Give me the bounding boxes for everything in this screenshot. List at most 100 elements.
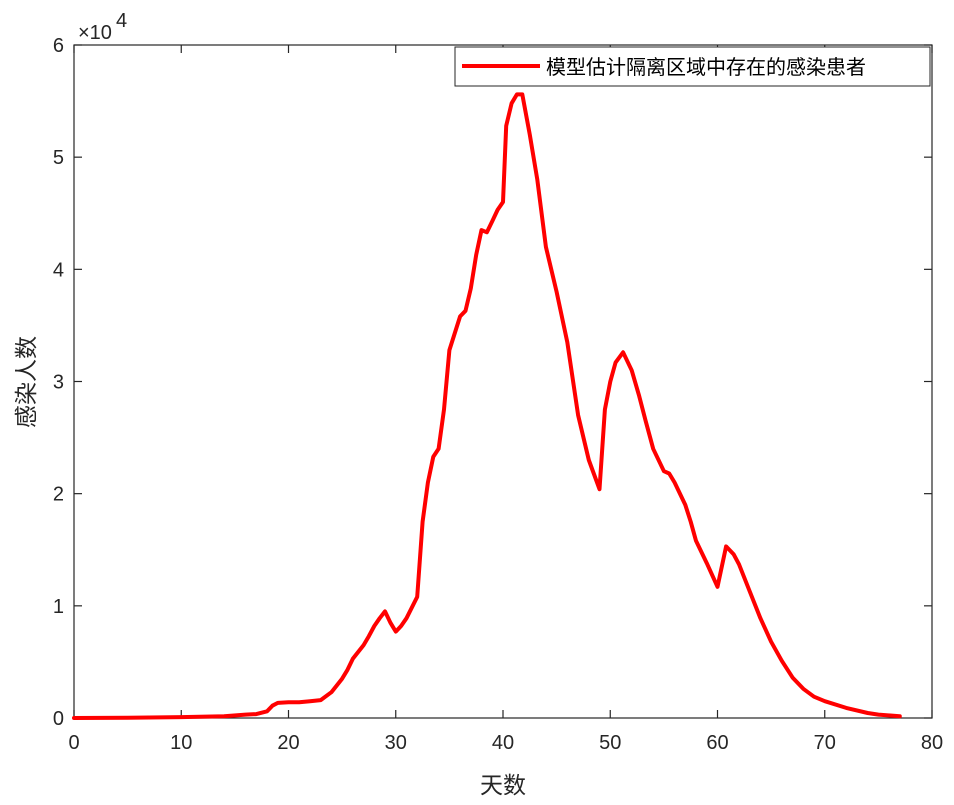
data-point [898, 715, 901, 718]
data-point [521, 93, 524, 96]
data-point [464, 309, 467, 312]
data-point [614, 361, 617, 364]
x-tick-label: 30 [385, 732, 407, 754]
data-point [126, 716, 129, 719]
x-axis-title: 天数 [480, 773, 526, 799]
data-point [319, 699, 322, 702]
data-point [485, 231, 488, 234]
data-point [298, 701, 301, 704]
data-point [587, 459, 590, 462]
data-point [351, 657, 354, 660]
x-tick-label: 20 [277, 732, 299, 754]
data-point [180, 716, 183, 719]
data-point [400, 625, 403, 628]
data-point [426, 481, 429, 484]
data-point [780, 659, 783, 662]
data-point [378, 617, 381, 620]
data-point [725, 545, 728, 548]
data-point [609, 380, 612, 383]
data-point [684, 503, 687, 506]
y-axis-ticks: 0 1 2 3 4 5 6 [53, 35, 932, 730]
data-point [505, 124, 508, 127]
data-point [528, 133, 531, 136]
data-point [502, 201, 505, 204]
data-point [603, 408, 606, 411]
y-tick-label: 2 [53, 484, 64, 506]
data-point [244, 713, 247, 716]
data-point [266, 710, 269, 713]
x-tick-label: 80 [921, 732, 943, 754]
x-tick-label: 0 [68, 732, 79, 754]
data-point [394, 630, 397, 633]
data-point [536, 178, 539, 181]
data-point [716, 585, 719, 588]
data-point [644, 419, 647, 422]
data-point [362, 644, 365, 647]
data-point [813, 695, 816, 698]
data-point [544, 245, 547, 248]
data-point [341, 677, 344, 680]
data-point [491, 220, 494, 223]
data-point [638, 395, 641, 398]
x-tick-label: 50 [599, 732, 621, 754]
data-point [448, 349, 451, 352]
data-point [384, 610, 387, 613]
data-point [673, 481, 676, 484]
data-point [475, 253, 478, 256]
y-axis-exponent-power: 4 [116, 10, 127, 32]
data-point [622, 351, 625, 354]
y-tick-label: 3 [53, 372, 64, 394]
data-point [705, 562, 708, 565]
data-point [437, 447, 440, 450]
y-tick-label: 6 [53, 35, 64, 57]
data-point [652, 447, 655, 450]
data-point [469, 287, 472, 290]
data-point [689, 520, 692, 523]
data-point [598, 488, 601, 491]
data-point [255, 713, 258, 716]
data-point [223, 715, 226, 718]
data-point [367, 635, 370, 638]
data-point [373, 625, 376, 628]
data-point [823, 700, 826, 703]
legend: 模型估计隔离区域中存在的感染患者 [454, 46, 931, 87]
data-point [330, 691, 333, 694]
y-tick-label: 1 [53, 596, 64, 618]
data-point [748, 590, 751, 593]
data-point [346, 668, 349, 671]
data-point [432, 455, 435, 458]
data-point [630, 369, 633, 372]
data-point [845, 706, 848, 709]
data-point [866, 712, 869, 715]
data-point [577, 414, 580, 417]
x-axis-ticks: 0 10 20 30 40 50 60 70 80 [68, 45, 943, 754]
x-tick-label: 60 [706, 732, 728, 754]
data-point [459, 315, 462, 318]
data-point [73, 717, 76, 720]
data-point [287, 701, 290, 704]
legend-label: 模型估计隔离区域中存在的感染患者 [546, 55, 866, 79]
data-point [421, 520, 424, 523]
data-point [791, 676, 794, 679]
data-point [770, 640, 773, 643]
data-point [276, 701, 279, 704]
x-tick-label: 70 [814, 732, 836, 754]
data-point [732, 553, 735, 556]
y-tick-label: 5 [53, 147, 64, 169]
data-point [668, 472, 671, 475]
y-axis-exponent-base: ×10 [78, 22, 112, 44]
data-point [566, 341, 569, 344]
data-point [405, 617, 408, 620]
y-tick-label: 4 [53, 259, 64, 281]
data-point [695, 539, 698, 542]
x-tick-label: 10 [170, 732, 192, 754]
data-point [555, 290, 558, 293]
data-point [443, 408, 446, 411]
series-line [72, 92, 902, 720]
y-tick-label: 0 [53, 708, 64, 730]
data-point [309, 700, 312, 703]
data-point [271, 704, 274, 707]
data-point [877, 713, 880, 716]
data-point [389, 621, 392, 624]
